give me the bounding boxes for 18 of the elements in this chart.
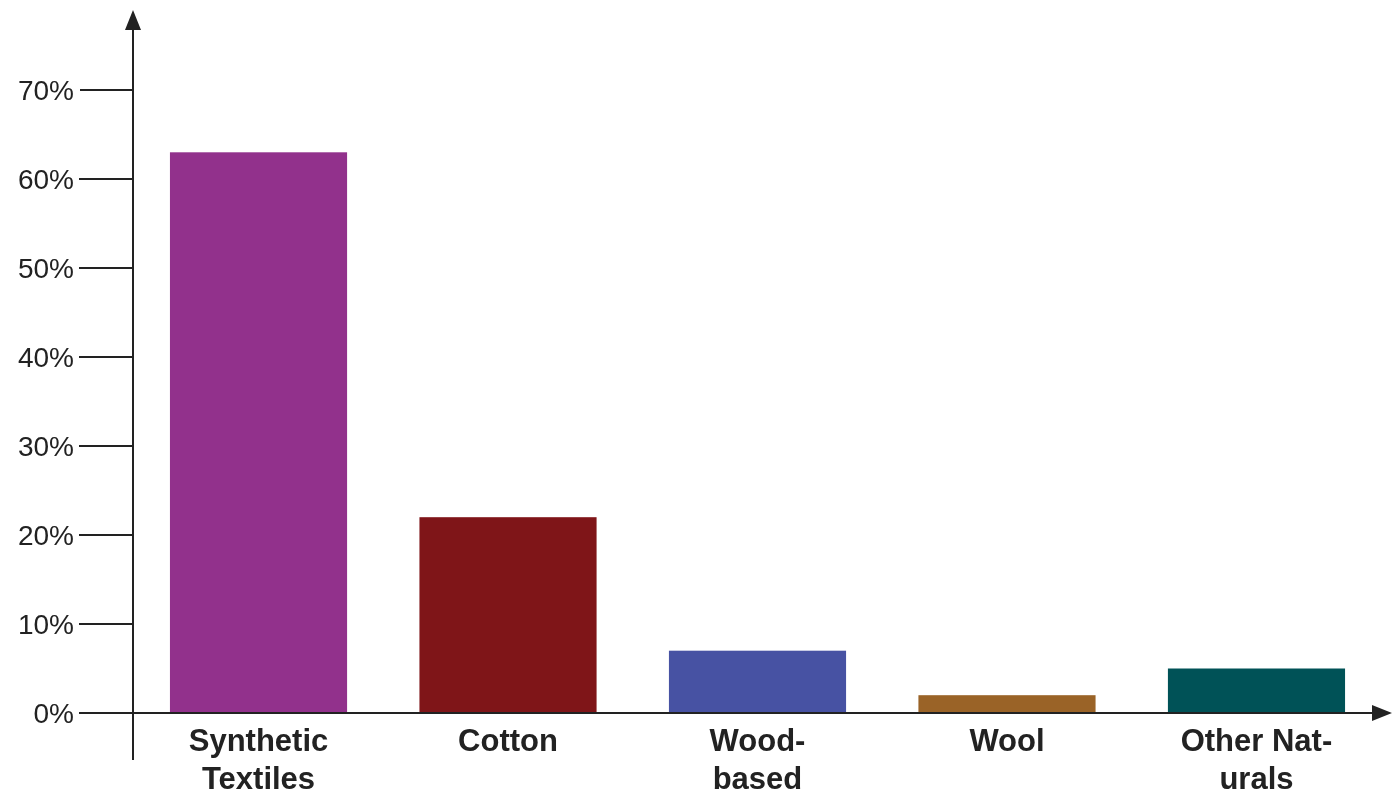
y-tick-label: 10% bbox=[17, 608, 74, 640]
y-tick-label: 60% bbox=[17, 163, 74, 195]
x-tick-label: Synthetic Textiles bbox=[188, 723, 329, 796]
bar bbox=[169, 152, 348, 713]
x-tick-label: Cotton bbox=[458, 723, 558, 758]
y-tick-label: 30% bbox=[17, 430, 74, 462]
x-tick-label: Other Nat-urals bbox=[1180, 723, 1333, 796]
bar bbox=[668, 650, 847, 713]
bar bbox=[918, 695, 1096, 713]
y-tick-label: 40% bbox=[17, 341, 74, 373]
x-tick-label: Wool bbox=[969, 723, 1045, 758]
y-tick-label: 50% bbox=[17, 252, 74, 284]
bar bbox=[419, 517, 597, 713]
bar bbox=[1167, 668, 1346, 713]
y-tick-label: 20% bbox=[17, 519, 74, 551]
y-tick-label: 70% bbox=[17, 74, 74, 106]
y-tick-label: 0% bbox=[33, 697, 74, 729]
x-tick-label: Wood-based bbox=[709, 723, 806, 796]
